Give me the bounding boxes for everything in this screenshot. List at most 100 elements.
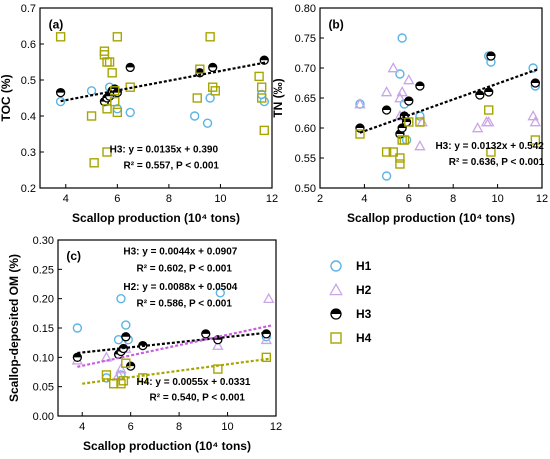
y-tick-label: 0.60 [295,123,316,135]
data-point [112,107,123,118]
data-point [396,86,408,97]
data-point [192,93,202,103]
data-point [380,86,393,97]
data-point [89,158,99,168]
regression-annotation: H3: y = 0.0044x + 0.0907 [123,247,237,258]
data-point [210,86,220,96]
data-point [381,171,392,181]
data-point [404,117,414,127]
legend-label: H3 [356,307,372,321]
data-point [354,98,366,109]
x-tick-label: 6 [114,193,120,205]
data-point [205,32,215,42]
panel-label: (c) [66,249,81,263]
trend-line-h3 [60,61,268,103]
data-point [395,159,405,169]
y-tick-label: 0.5 [21,75,36,87]
data-point [259,125,269,136]
data-point [486,147,496,157]
x-tick-label: 8 [450,193,456,205]
series-h2 [354,62,542,151]
data-point [55,96,66,107]
y-tick-label: 0.20 [33,294,54,306]
y-tick-label: 0.3 [21,147,36,159]
data-point [215,288,225,298]
data-point [397,33,407,43]
data-point [202,118,213,128]
data-point [72,323,83,333]
panel-label: (a) [49,17,64,31]
data-point [138,373,148,383]
data-point [99,46,110,56]
legend: H1 H2 H3 H4 [329,259,372,345]
trend-line-h2 [77,324,272,368]
legend-item-h1: H1 [330,259,372,273]
data-point [116,379,126,389]
legend-item-h4: H4 [330,331,372,345]
data-point [118,376,129,386]
data-point [205,93,215,103]
x-tick-label: 6 [406,193,412,205]
series-h4 [355,105,541,169]
data-point [530,135,541,145]
regression-annotation: R² = 0.602, P < 0.001 [136,263,232,274]
regression-annotation: R² = 0.586, P < 0.001 [136,298,232,309]
trend-line-h3 [77,331,272,355]
data-point [212,339,224,350]
x-tick-label: 4 [79,421,85,433]
data-point [55,87,66,98]
x-tick-label: 6 [128,421,134,433]
y-axis-label: TOC (%) [0,74,13,121]
legend-marker [330,332,342,344]
data-point [121,320,131,330]
data-point [100,351,113,362]
x-tick-label: 8 [166,193,172,205]
x-tick-label: 10 [214,193,226,205]
chart-panel-2: 2 4 6 8 10 12 0.50 0.55 0.60 0.65 0.70 0.75 0.80 Scal… [271,3,548,225]
regression-annotation: H3: y = 0.0135x + 0.390 [110,144,219,155]
x-tick-label: 4 [63,193,69,205]
legend-marker [329,282,343,296]
legend-marker [330,260,342,272]
data-point [201,329,211,339]
data-point [415,81,425,91]
series-h4 [55,32,269,168]
data-point [102,104,112,114]
data-point [388,147,398,157]
y-tick-label: 0.15 [33,323,54,335]
y-tick-label: 0.6 [21,39,36,51]
data-point [261,352,272,363]
x-tick-label: 8 [176,421,182,433]
y-tick-label: 0.70 [295,63,316,75]
data-point [381,147,392,157]
trend-line-h4 [82,357,272,385]
data-point [263,292,275,303]
y-tick-label: 0.25 [33,264,54,276]
y-tick-label: 0.50 [295,183,316,195]
y-tick-label: 0.7 [21,3,36,15]
data-point [529,116,542,127]
x-axis-label: Scallop production (10⁴ tons) [83,439,251,453]
panel-label: (b) [328,17,343,31]
data-point [115,363,127,374]
data-point [528,63,538,73]
series-h3 [55,55,269,107]
data-point [475,90,485,100]
x-tick-label: 12 [266,193,278,205]
y-tick-label: 0.65 [295,93,316,105]
data-point [254,71,264,82]
chart-panel-1: 4 6 8 10 12 0.2 0.3 0.4 0.5 0.6 0.7 Scallop product… [0,3,278,225]
data-point [414,140,426,151]
data-point [107,68,117,78]
y-axis-label: TN (‰) [271,78,285,117]
series-h4 [101,352,272,389]
y-tick-label: 0.00 [33,411,54,423]
data-point [125,107,135,118]
regression-annotation: R² = 0.557, P < 0.001 [124,161,220,172]
legend-item-h3: H3 [330,307,372,321]
data-point [527,110,539,121]
data-point [395,153,405,163]
data-point [195,64,205,74]
data-point [355,129,365,139]
